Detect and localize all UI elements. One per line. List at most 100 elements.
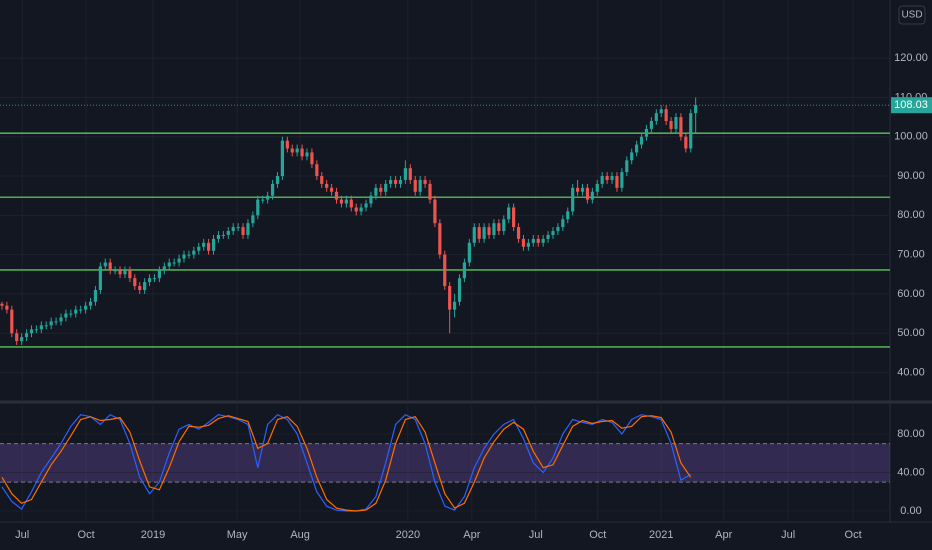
candle-body (477, 227, 481, 239)
x-tick-label: Oct (78, 529, 95, 541)
x-tick-label: May (227, 529, 248, 541)
candle-body (79, 309, 83, 311)
currency: USD (901, 10, 922, 21)
x-tick-label: 2021 (649, 529, 673, 541)
candle-body (147, 278, 152, 283)
candle-body (143, 282, 147, 290)
candle-body (448, 286, 452, 310)
candle-body (684, 136, 688, 149)
candle-body (561, 219, 565, 228)
candle-body (659, 109, 663, 114)
candle-body (59, 317, 63, 322)
band-fill (0, 443, 890, 483)
candle-body (207, 242, 211, 251)
y-tick-label: 40.00 (897, 466, 925, 478)
candle-body (467, 242, 471, 263)
x-tick-label: Apr (463, 529, 480, 541)
candle-body (398, 179, 403, 184)
candle-body (157, 270, 162, 279)
candle-body (270, 183, 275, 196)
candle-body (152, 278, 157, 280)
candle-body (167, 262, 171, 267)
y-tick-label: 90.00 (897, 170, 925, 182)
candle-body (20, 337, 24, 342)
candle-body (29, 329, 34, 334)
candle-body (585, 187, 590, 200)
candle-body (329, 187, 334, 192)
candle-body (423, 179, 427, 184)
candle-body (251, 215, 255, 224)
candle-body (694, 105, 698, 114)
x-tick-label: Jul (781, 529, 795, 541)
candle-body (300, 148, 304, 157)
candle-body (310, 152, 314, 165)
candle-body (664, 109, 668, 122)
candle-body (393, 179, 398, 184)
x-tick-label: Oct (589, 529, 606, 541)
candle-body (182, 254, 186, 259)
candle-body (689, 113, 693, 149)
candle-body (216, 234, 221, 239)
candle-body (211, 238, 216, 251)
y-tick-label: 40.00 (897, 366, 925, 378)
candle-body (344, 199, 348, 204)
candle-body (0, 303, 4, 306)
currency-box[interactable] (898, 5, 926, 25)
candle-body (84, 305, 88, 310)
candle-body (610, 176, 614, 180)
candle-body (654, 113, 658, 122)
candle-body (93, 289, 98, 302)
x-tick-label: Aug (290, 529, 310, 541)
candle-body (384, 183, 388, 192)
candle-body (556, 227, 560, 232)
candle-body (325, 183, 329, 188)
candle-body (226, 231, 230, 235)
candle-body (541, 238, 545, 243)
candle-body (635, 144, 639, 153)
candle-body (113, 270, 117, 272)
candle-body (69, 313, 73, 315)
candle-body (98, 266, 102, 290)
y-tick-label: 100.00 (894, 131, 928, 143)
candle-body (433, 199, 437, 224)
candle-body (108, 262, 112, 271)
candle-body (462, 262, 467, 279)
last-price-box (891, 97, 932, 114)
candle-body (290, 148, 294, 153)
candle-body (187, 254, 191, 256)
candle-body (502, 219, 506, 232)
candle-body (625, 160, 629, 173)
candle-body (295, 148, 299, 153)
candle-body (246, 223, 250, 235)
candle-body (443, 254, 447, 287)
candle-body (546, 234, 550, 239)
candle-body (487, 227, 491, 235)
candle-body (649, 121, 653, 129)
x-tick-label: Jul (15, 529, 29, 541)
candle-body (349, 199, 353, 208)
candle-body (49, 321, 53, 326)
candle-body (34, 329, 39, 331)
candle-body (354, 207, 358, 212)
candle-body (669, 121, 673, 129)
candle-body (320, 176, 324, 184)
candle-body (64, 313, 68, 318)
candle-body (44, 325, 48, 327)
candle-body (379, 187, 383, 192)
candle-body (551, 231, 555, 235)
candle-body (413, 179, 417, 192)
candle-body (644, 128, 649, 137)
y-tick-label: 60.00 (897, 288, 925, 300)
candle-body (418, 179, 422, 192)
last-price-label: 108.03 (894, 99, 928, 111)
candle-body (359, 207, 363, 212)
candle-body (88, 301, 93, 306)
candle-body (457, 278, 462, 302)
candle-body (521, 238, 526, 247)
y-tick-label: 50.00 (897, 327, 925, 339)
candle-body (472, 227, 476, 243)
x-tick-label: Oct (845, 529, 862, 541)
candle-body (571, 187, 575, 212)
candle-body (256, 199, 260, 216)
candle-body (241, 227, 245, 235)
